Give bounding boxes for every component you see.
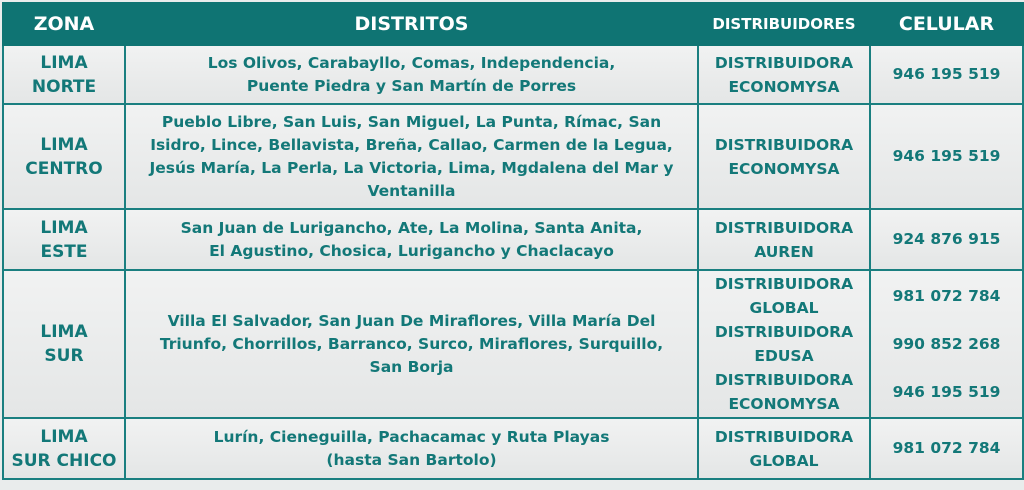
header-row: ZONA DISTRITOS DISTRIBUIDORES CELULAR — [2, 2, 1024, 46]
header-distribuidores: DISTRIBUIDORES — [697, 2, 871, 46]
text-line: San Borja — [369, 357, 454, 376]
distribuidor-entry: DISTRIBUIDORA ECONOMYSA — [703, 368, 865, 416]
distribuidores-cell: DISTRIBUIDORA ECONOMYSA — [697, 44, 871, 105]
text-line: 924 876 915 — [892, 230, 1001, 248]
celular-cell: 981 072 784 990 852 268 946 195 519 — [869, 269, 1024, 419]
text-line: SUR — [44, 346, 84, 366]
text-line: Villa El Salvador, San Juan De Miraflore… — [167, 311, 656, 330]
distribuidor-entry: DISTRIBUIDORA EDUSA — [703, 320, 865, 368]
table-row: LIMA NORTE Los Olivos, Carabayllo, Comas, … — [2, 44, 1024, 105]
text-line: ECONOMYSA — [728, 159, 840, 178]
text-line: Lurín, Cieneguilla, Pachacamac y Ruta Pl… — [213, 427, 610, 446]
text-line: LIMA — [40, 322, 88, 342]
distribuidores-cell: DISTRIBUIDORA ECONOMYSA — [697, 103, 871, 210]
text-line: Jesús María, La Perla, La Victoria, Lima… — [149, 158, 674, 177]
zona-cell: LIMA CENTRO — [2, 103, 126, 210]
text-line: DISTRIBUIDORA — [714, 371, 854, 389]
text-line: EDUSA — [754, 347, 814, 365]
text-line: AUREN — [754, 242, 814, 261]
phone-list: 981 072 784 990 852 268 946 195 519 — [875, 272, 1018, 416]
text-line: 946 195 519 — [892, 147, 1001, 165]
text-line: 981 072 784 — [892, 439, 1001, 457]
text-line: El Agustino, Chosica, Lurigancho y Chacl… — [209, 241, 614, 260]
table-row: LIMA SUR Villa El Salvador, San Juan De Mi… — [2, 269, 1024, 419]
text-line: DISTRIBUIDORA — [714, 427, 854, 446]
distritos-cell: San Juan de Lurigancho, Ate, La Molina, … — [124, 208, 699, 271]
distritos-cell: Los Olivos, Carabayllo, Comas, Independe… — [124, 44, 699, 105]
table-row: LIMA ESTE San Juan de Lurigancho, Ate, La … — [2, 208, 1024, 271]
phone-list: 981 072 784 — [875, 437, 1018, 460]
zona-cell: LIMA SUR — [2, 269, 126, 419]
text-line: ECONOMYSA — [728, 395, 840, 413]
text-line: Puente Piedra y San Martín de Porres — [246, 76, 577, 95]
text-line: LIMA — [40, 52, 88, 73]
celular-cell: 981 072 784 — [869, 417, 1024, 480]
celular-cell: 946 195 519 — [869, 44, 1024, 105]
distribuidor-entry: DISTRIBUIDORA ECONOMYSA — [703, 51, 865, 99]
text-line: DISTRIBUIDORA — [714, 323, 854, 341]
distritos-cell: Pueblo Libre, San Luis, San Miguel, La P… — [124, 103, 699, 210]
text-line: Ventanilla — [367, 181, 456, 200]
text-line: LIMA — [40, 134, 88, 155]
distribuidor-entry: DISTRIBUIDORA ECONOMYSA — [703, 133, 865, 181]
zona-cell: LIMA NORTE — [2, 44, 126, 105]
text-line: CENTRO — [25, 158, 103, 179]
phone-list: 924 876 915 — [875, 228, 1018, 251]
text-line: ESTE — [40, 241, 88, 262]
zona-cell: LIMA SUR CHICO — [2, 417, 126, 480]
table-row: LIMA SUR CHICO Lurín, Cieneguilla, Pachaca… — [2, 417, 1024, 480]
celular-cell: 924 876 915 — [869, 208, 1024, 271]
text-line: ECONOMYSA — [728, 77, 840, 96]
phone-list: 946 195 519 — [875, 145, 1018, 168]
text-line: DISTRIBUIDORA — [714, 135, 854, 154]
text-line: Los Olivos, Carabayllo, Comas, Independe… — [207, 53, 616, 72]
text-line: DISTRIBUIDORA — [714, 275, 854, 293]
header-zona: ZONA — [2, 2, 126, 46]
text-line: 990 852 268 — [892, 335, 1001, 353]
text-line: DISTRIBUIDORA — [714, 53, 854, 72]
distribuidores-cell: DISTRIBUIDORA AUREN — [697, 208, 871, 271]
text-line: DISTRIBUIDORA — [714, 218, 854, 237]
celular-cell: 946 195 519 — [869, 103, 1024, 210]
zona-cell: LIMA ESTE — [2, 208, 126, 271]
header-distritos: DISTRITOS — [124, 2, 699, 46]
distribuidor-entry: DISTRIBUIDORA AUREN — [703, 216, 865, 264]
table-row: LIMA CENTRO Pueblo Libre, San Luis, San Mi… — [2, 103, 1024, 210]
phone-list: 946 195 519 — [875, 63, 1018, 86]
distribuidores-cell: DISTRIBUIDORA GLOBAL DISTRIBUIDORA EDUSA DIS… — [697, 269, 871, 419]
text-line: 946 195 519 — [892, 383, 1001, 401]
text-line: 981 072 784 — [892, 287, 1001, 305]
text-line: LIMA — [40, 217, 88, 238]
text-line: GLOBAL — [749, 299, 819, 317]
distributors-table: ZONA DISTRITOS DISTRIBUIDORES CELULAR LI… — [2, 2, 1024, 480]
text-line: Pueblo Libre, San Luis, San Miguel, La P… — [161, 112, 662, 131]
text-line: (hasta San Bartolo) — [326, 450, 497, 469]
text-line: LIMA — [40, 426, 88, 447]
text-line: Isidro, Lince, Bellavista, Breña, Callao… — [150, 135, 673, 154]
text-line: SUR CHICO — [11, 450, 117, 471]
text-line: GLOBAL — [749, 451, 819, 470]
text-line: Triunfo, Chorrillos, Barranco, Surco, Mi… — [159, 334, 664, 353]
distribuidor-entry: DISTRIBUIDORA GLOBAL — [703, 425, 865, 473]
header-celular: CELULAR — [869, 2, 1024, 46]
distribuidores-cell: DISTRIBUIDORA GLOBAL — [697, 417, 871, 480]
distribuidor-entry: DISTRIBUIDORA GLOBAL — [703, 272, 865, 320]
distritos-cell: Villa El Salvador, San Juan De Miraflore… — [124, 269, 699, 419]
text-line: NORTE — [31, 76, 97, 97]
text-line: San Juan de Lurigancho, Ate, La Molina, … — [180, 218, 643, 237]
distritos-cell: Lurín, Cieneguilla, Pachacamac y Ruta Pl… — [124, 417, 699, 480]
text-line: 946 195 519 — [892, 65, 1001, 83]
